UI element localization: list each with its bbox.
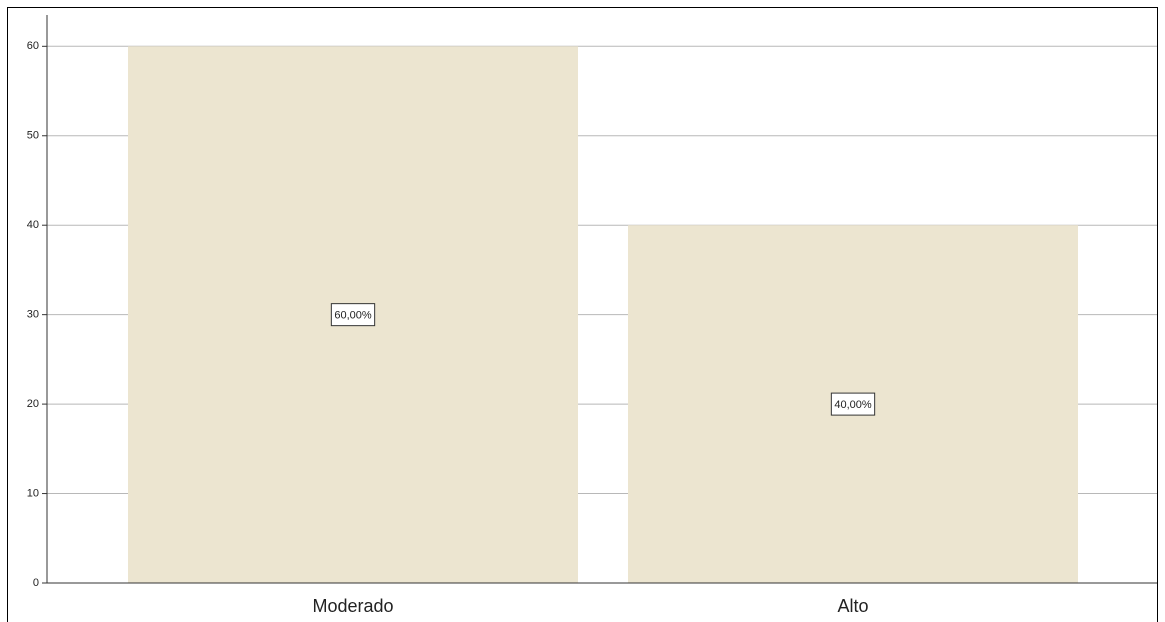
value-label-box	[830, 392, 876, 416]
x-tick-label: Alto	[837, 596, 868, 616]
frame	[7, 7, 1158, 622]
value-label: 60,00%	[334, 310, 372, 322]
y-tick-label: 30	[27, 309, 39, 321]
y-tick-label: 0	[33, 577, 39, 589]
x-tick-label: Moderado	[312, 596, 393, 616]
y-tick-label: 40	[27, 219, 39, 231]
y-tick-label: 20	[27, 398, 39, 410]
y-tick-label: 50	[27, 130, 39, 142]
y-tick-label: 60	[27, 40, 39, 52]
value-label: 40,00%	[834, 399, 872, 411]
y-tick-label: 10	[27, 487, 39, 499]
value-label-box	[330, 303, 376, 327]
